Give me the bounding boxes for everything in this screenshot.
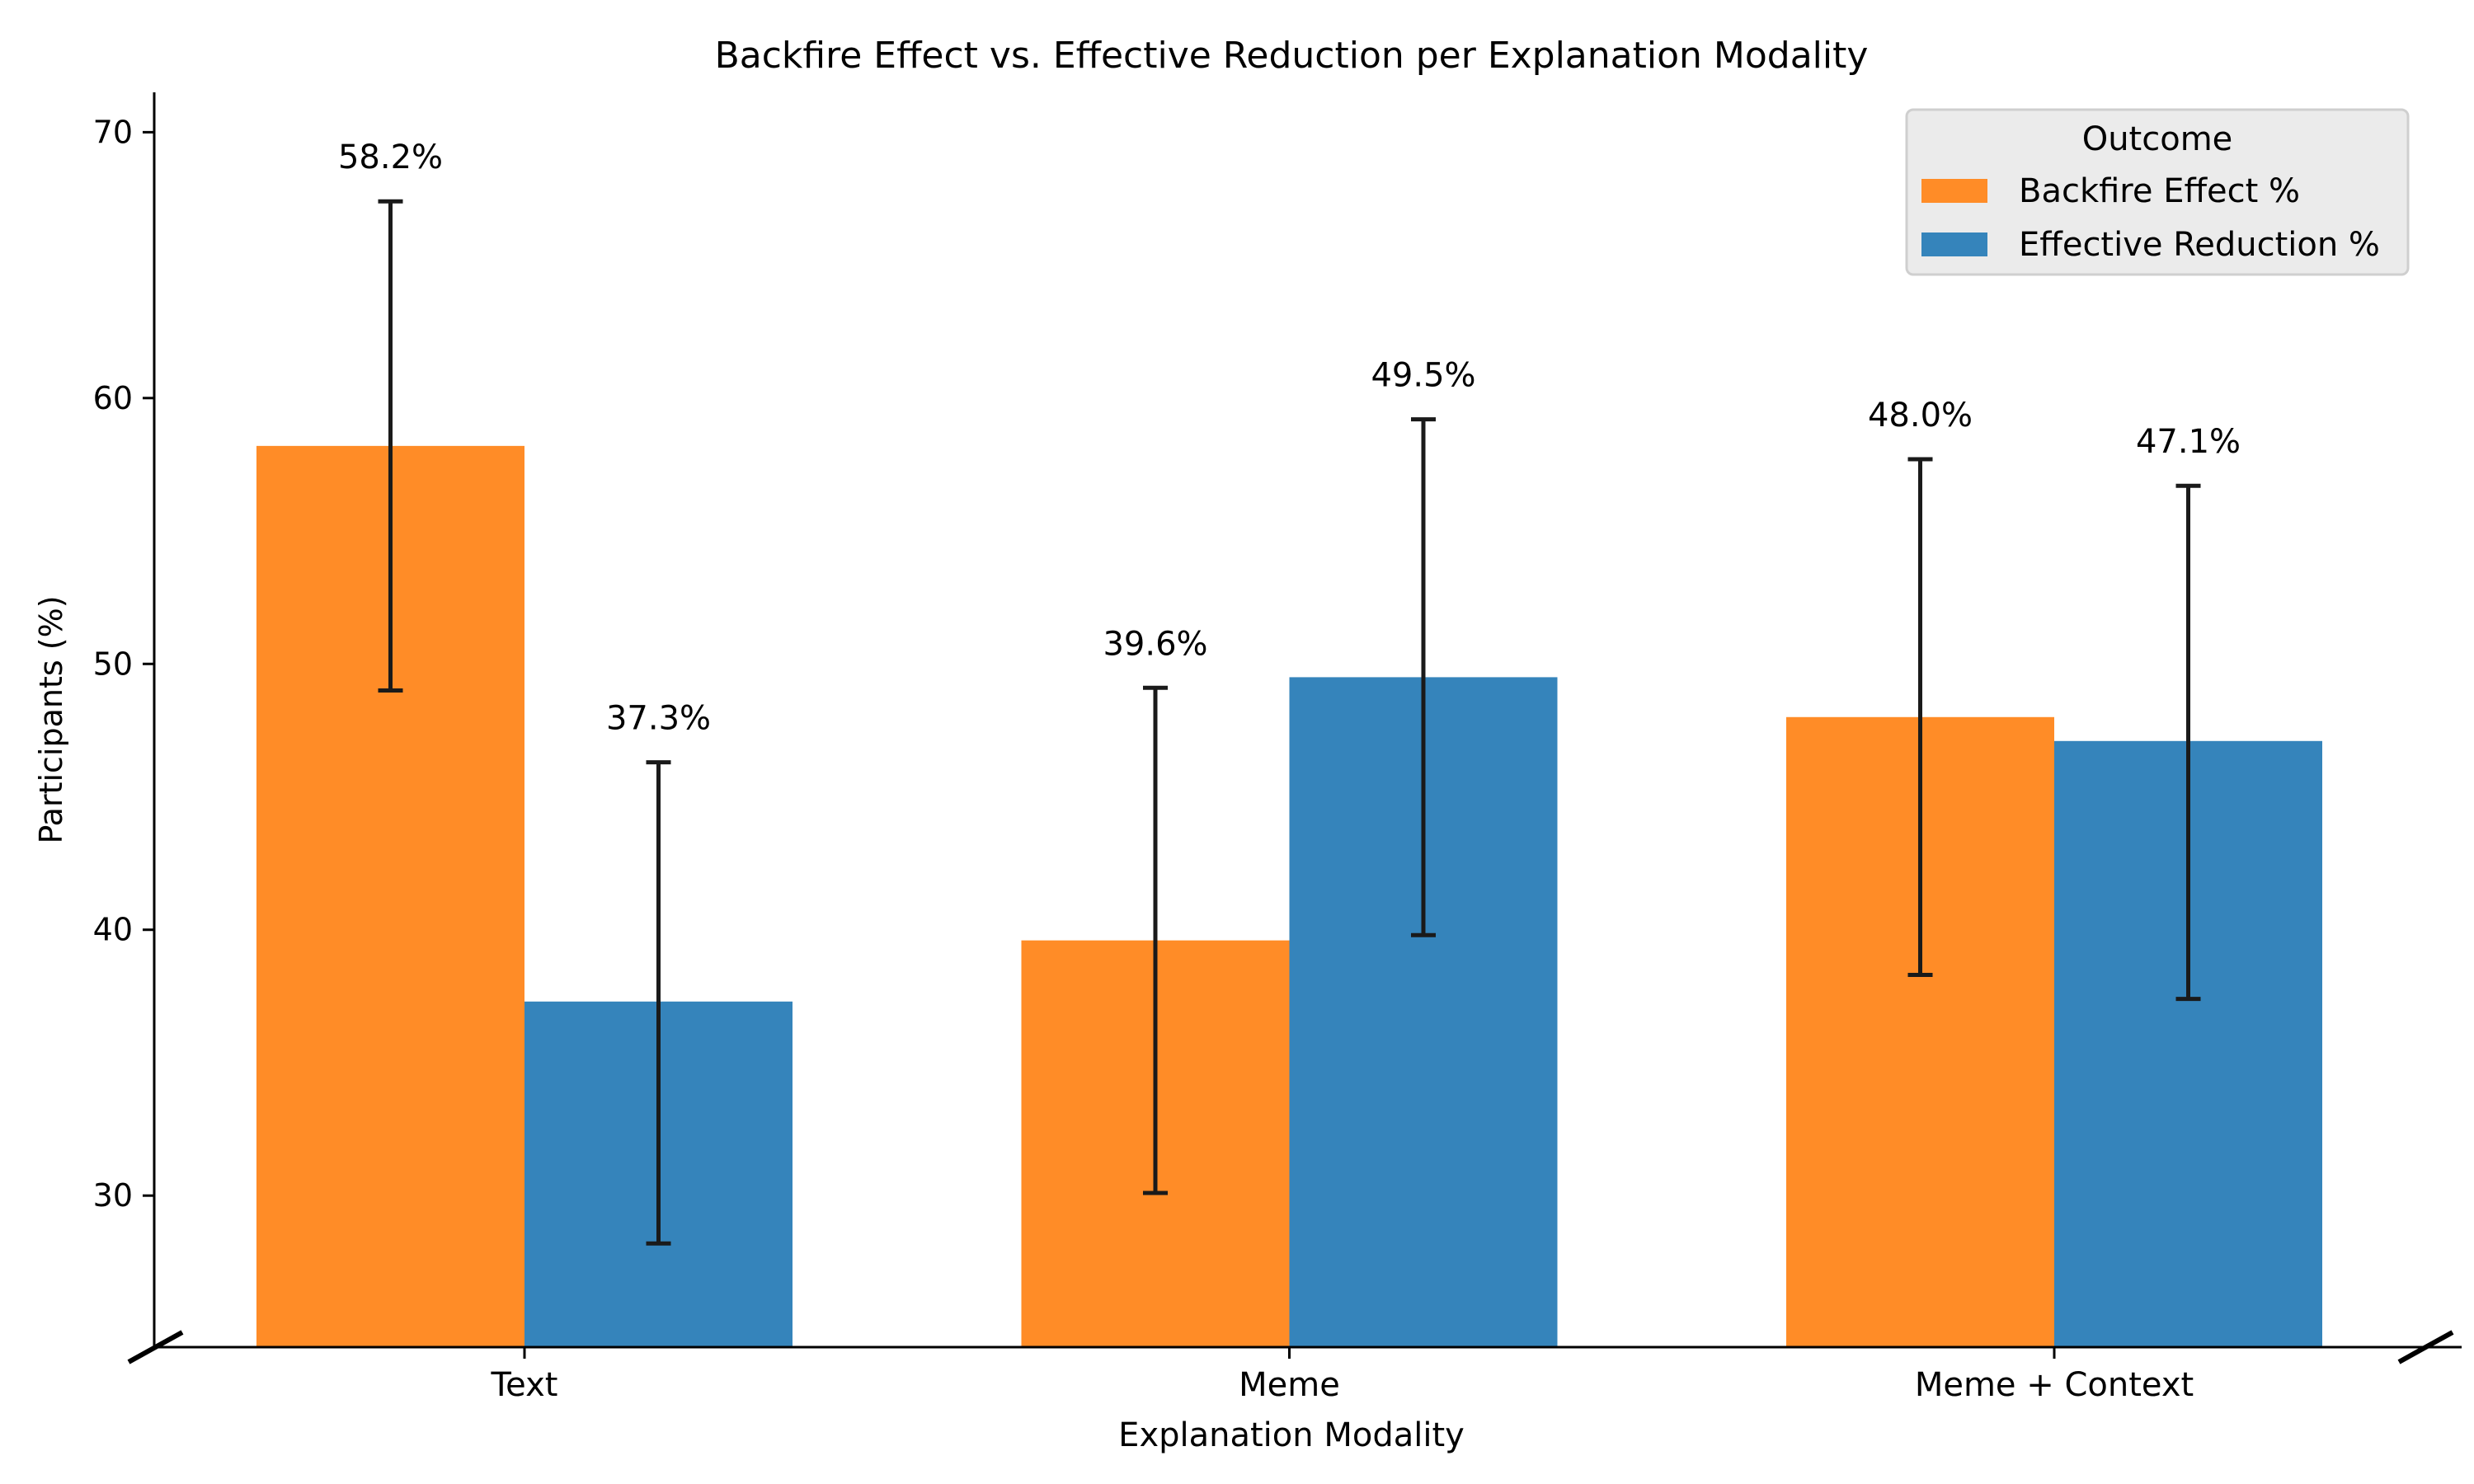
legend-label-effective-reduction: Effective Reduction % [2019,226,2380,264]
legend: Outcome Backfire Effect % Effective Redu… [1905,108,2410,276]
axis-break-left [127,1330,184,1364]
value-label: 48.0% [1868,397,1973,434]
value-label: 37.3% [606,700,711,738]
y-axis-label: Participants (%) [33,595,69,843]
legend-swatch-backfire [1921,179,1987,203]
x-axis: Text Meme Meme + Context [127,1330,2462,1404]
y-tick-label: 70 [93,114,133,150]
legend-frame [1905,108,2410,276]
plot-area: 58.2% 37.3% 39.6% 49.5% 48.0% 47.1% [256,139,2322,1347]
legend-title: Outcome [2082,120,2233,158]
legend-label-backfire: Backfire Effect % [2019,172,2300,210]
y-tick-label: 60 [93,380,133,416]
value-label: 58.2% [338,139,443,176]
value-label: 39.6% [1103,625,1207,663]
axis-break-right [2397,1330,2454,1364]
x-tick-label: Meme [1239,1366,1340,1404]
value-label: 47.1% [2136,423,2241,461]
value-label: 49.5% [1371,357,1475,395]
y-tick-label: 50 [93,646,133,682]
x-tick-label: Meme + Context [1915,1366,2194,1404]
x-axis-label: Explanation Modality [1118,1416,1465,1454]
legend-swatch-effective-reduction [1921,232,1987,256]
chart-title: Backfire Effect vs. Effective Reduction … [715,35,1869,77]
y-tick-label: 40 [93,912,133,948]
x-tick-label: Text [491,1366,558,1404]
y-tick-label: 30 [93,1177,133,1214]
y-axis: 30 40 50 60 70 [93,92,156,1347]
